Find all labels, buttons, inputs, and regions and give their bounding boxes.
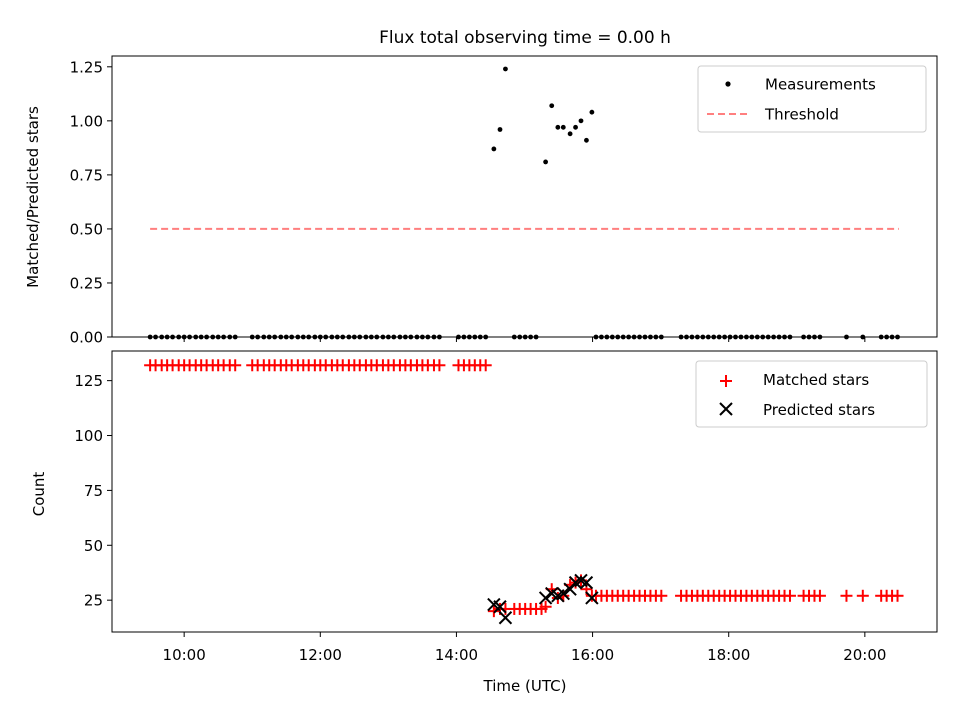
- measurement-point: [497, 127, 503, 132]
- y-tick-label: 0.75: [70, 166, 103, 184]
- measurement-point: [560, 124, 566, 130]
- matched-star-marker: [856, 589, 869, 602]
- legend-predicted-label: Predicted stars: [763, 401, 875, 419]
- predicted-star-b: [556, 586, 571, 601]
- top-legend-box: [697, 65, 927, 133]
- measurement-point: [567, 131, 573, 137]
- legend-threshold-label: Threshold: [764, 106, 839, 124]
- top-y-axis-label: Matched/Predicted stars: [24, 106, 42, 288]
- predicted-star-b: [545, 586, 559, 601]
- predicted-star-b: [579, 575, 594, 590]
- bottom-y-ticks: 25 50 75 100 125: [74, 372, 112, 610]
- measurement-point: [573, 124, 578, 130]
- matched-star-marker: [655, 589, 668, 602]
- measurement-point: [584, 137, 589, 143]
- measurement-point: [555, 124, 561, 130]
- measurement-point: [589, 109, 595, 115]
- matched-star-marker: [783, 589, 796, 602]
- y-tick-label: 100: [74, 427, 103, 445]
- legend-matched-label: Matched stars: [763, 371, 869, 389]
- predicted-star-marker: [538, 591, 553, 605]
- x-axis-label: Time (UTC): [483, 677, 567, 695]
- top-legend: Measurements Threshold: [697, 65, 927, 133]
- predicted-star-b: [585, 591, 599, 605]
- legend-predicted-marker: [719, 402, 733, 416]
- matched-star-marker: [813, 589, 826, 602]
- measurement-point: [578, 118, 584, 124]
- measurement-point: [549, 103, 555, 109]
- top-axes-frame: [111, 55, 938, 338]
- matched-star-marker: [840, 589, 853, 602]
- x-tick-label: 12:00: [299, 646, 342, 664]
- matched-star-marker: [539, 600, 552, 613]
- top-y-ticks: 0.00 0.25 0.50 0.75 1.00 1.25: [70, 58, 112, 347]
- top-panel: 0.00 0.25 0.50 0.75 1.00 1.25 Matched/Predict…: [24, 55, 938, 347]
- x-tick-label: 18:00: [707, 646, 750, 664]
- legend-measurements-label: Measurements: [765, 76, 876, 94]
- x-tick-label: 20:00: [843, 646, 886, 664]
- matched-star-marker: [557, 589, 570, 602]
- y-tick-label: 125: [74, 372, 103, 390]
- bottom-axes-frame: [111, 350, 938, 633]
- y-tick-label: 25: [84, 592, 103, 610]
- y-tick-label: 1.00: [70, 112, 103, 130]
- bottom-x-ticks: 10:00 12:00 14:00 16:00 18:00 20:00: [163, 632, 886, 664]
- matched-star-marker: [479, 359, 492, 372]
- predicted-star-b: [574, 573, 588, 588]
- predicted-star-marker: [556, 586, 571, 601]
- top-x-ticks: [183, 337, 866, 342]
- predicted-star-b: [493, 600, 507, 614]
- bottom-legend: Matched stars Predicted stars: [695, 360, 928, 428]
- predicted-star-b: [498, 611, 513, 625]
- matched-star-marker: [487, 605, 500, 618]
- predicted-star-b: [538, 591, 553, 605]
- predicted-star-b: [487, 597, 501, 612]
- bottom-y-axis-label: Count: [30, 472, 48, 517]
- bottom-marks: [144, 359, 904, 625]
- measurement-point: [491, 146, 497, 152]
- legend-measurements-marker: [725, 81, 731, 87]
- matched-star-marker: [433, 359, 446, 372]
- predicted-star-marker: [579, 575, 594, 590]
- x-tick-label: 10:00: [163, 646, 206, 664]
- figure-title: Flux total observing time = 0.00 h: [379, 28, 671, 48]
- matched-star-marker: [891, 589, 904, 602]
- y-tick-label: 0.25: [70, 274, 103, 292]
- legend-matched-marker: [720, 375, 732, 387]
- bottom-legend-box: [695, 360, 928, 428]
- x-tick-label: 14:00: [435, 646, 478, 664]
- y-tick-label: 75: [84, 482, 103, 500]
- predicted-star-marker: [585, 591, 599, 605]
- predicted-star-marker: [493, 600, 507, 614]
- measurement-point: [503, 66, 508, 72]
- measurement-point: [543, 159, 549, 165]
- bottom-panel: 25 50 75 100 125 10:00 12:00 14:00 16:00 18:00 20…: [30, 350, 938, 695]
- y-tick-label: 50: [84, 537, 103, 555]
- y-tick-label: 0.00: [70, 329, 103, 347]
- y-tick-label: 1.25: [70, 58, 103, 76]
- x-tick-label: 16:00: [571, 646, 614, 664]
- predicted-star-marker: [498, 611, 513, 625]
- y-tick-label: 0.50: [70, 220, 103, 238]
- matched-star-marker: [229, 359, 242, 372]
